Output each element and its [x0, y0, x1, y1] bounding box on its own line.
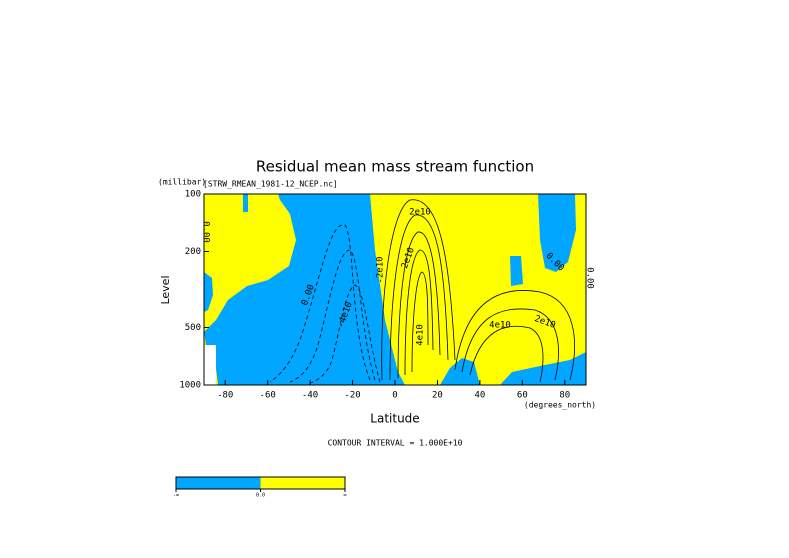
x-tick-label: -60	[260, 391, 276, 401]
fill-negative	[243, 194, 248, 212]
y-axis-label: Level	[159, 275, 172, 304]
fill-negative	[510, 256, 523, 286]
colorbar-label: ∞	[343, 493, 346, 499]
contour-label: 0.00	[585, 267, 595, 289]
fill-negative	[440, 358, 480, 385]
contour-field	[204, 194, 586, 385]
contour-label: -2e10	[376, 256, 386, 283]
x-tick-label: -80	[217, 391, 233, 401]
x-tick-label: -40	[302, 391, 318, 401]
subtitle: [STRW_RMEAN_1981-12_NCEP.nc]	[203, 180, 338, 189]
x-tick-label: 60	[517, 391, 528, 401]
x-unit: (degrees_north)	[524, 401, 596, 410]
contour-label: 2e10	[409, 208, 431, 218]
x-tick-label: -20	[344, 391, 360, 401]
y-unit: (millibar)	[158, 178, 206, 187]
no-data	[204, 345, 216, 385]
colorbar-swatch	[260, 477, 345, 489]
contour-note: CONTOUR INTERVAL = 1.000E+10	[328, 439, 463, 448]
y-tick-label: 200	[185, 247, 201, 257]
contour-label: 0.00	[201, 221, 211, 243]
chart-title: Residual mean mass stream function	[256, 158, 534, 176]
colorbar-label: 0.0	[256, 493, 265, 499]
fill-negative	[204, 194, 405, 385]
colorbar-swatch	[176, 477, 261, 489]
x-tick-label: 80	[559, 391, 570, 401]
x-tick-label: 40	[474, 391, 485, 401]
fill-negative	[538, 194, 576, 272]
contour-lines	[269, 199, 575, 384]
y-tick-label: 1000	[179, 381, 201, 391]
x-axis-label: Latitude	[370, 412, 419, 426]
x-tick-label: 20	[432, 391, 443, 401]
y-tick-label: 100	[185, 190, 201, 200]
colorbar-label: -∞	[173, 493, 179, 499]
fill-negative	[204, 272, 213, 312]
contour-label: 4e10	[416, 324, 426, 346]
x-tick-label: 0	[392, 391, 397, 401]
contour-label: 4e10	[489, 321, 511, 331]
fill-negative	[500, 352, 586, 385]
y-tick-label: 500	[185, 323, 201, 333]
